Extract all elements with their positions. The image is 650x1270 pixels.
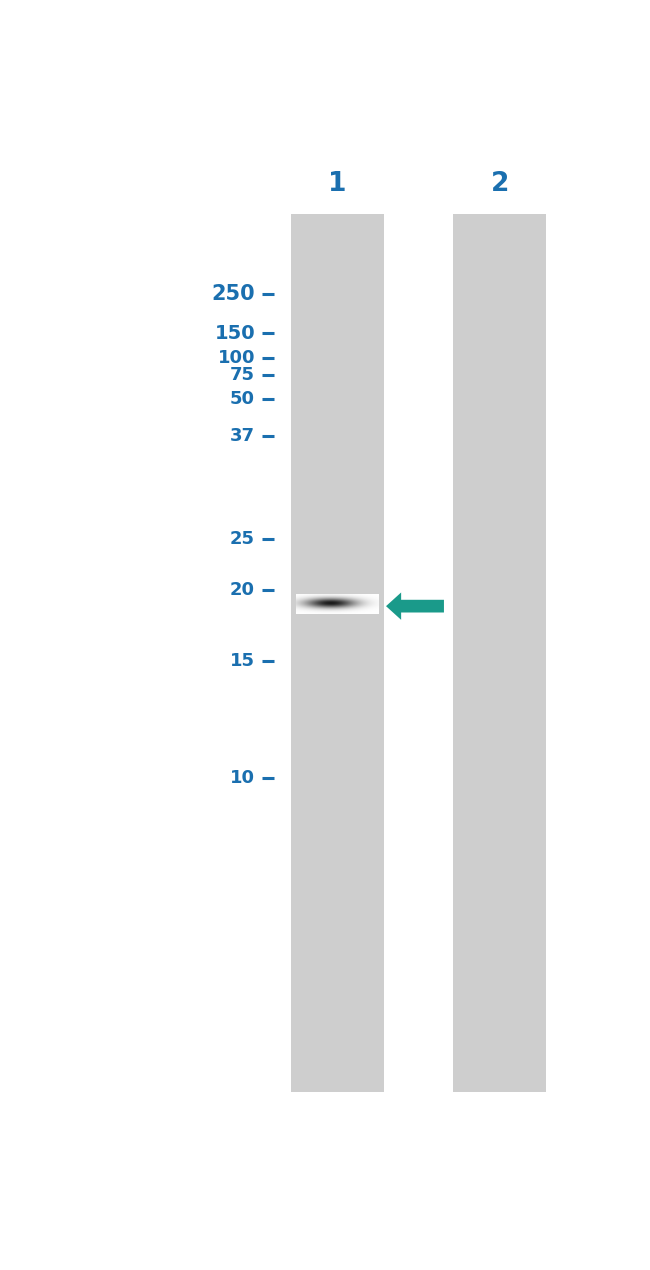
Text: 25: 25: [230, 530, 255, 547]
Text: 1: 1: [328, 170, 346, 197]
Text: 50: 50: [230, 390, 255, 408]
Text: 75: 75: [230, 366, 255, 385]
Text: 20: 20: [230, 582, 255, 599]
Bar: [291, 215, 384, 1092]
Text: 37: 37: [230, 427, 255, 444]
Text: 15: 15: [230, 652, 255, 669]
FancyArrow shape: [386, 592, 444, 620]
Bar: [453, 215, 547, 1092]
Text: 250: 250: [211, 284, 255, 305]
Text: 100: 100: [218, 349, 255, 367]
Text: 10: 10: [230, 770, 255, 787]
Text: 150: 150: [214, 324, 255, 343]
Text: 2: 2: [491, 170, 509, 197]
